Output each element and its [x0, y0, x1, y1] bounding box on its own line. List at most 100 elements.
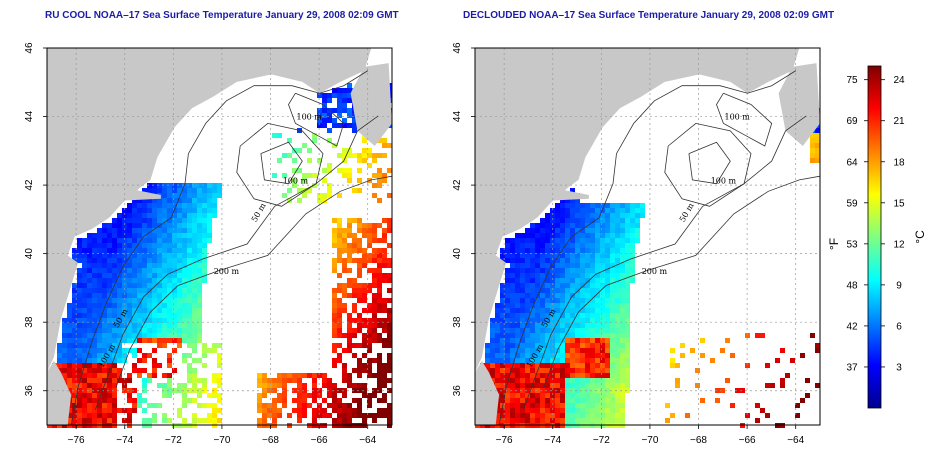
- sst-pixel: [137, 398, 142, 403]
- sst-pixel: [72, 368, 77, 373]
- sst-pixel: [147, 333, 152, 338]
- sst-pixel: [675, 378, 680, 383]
- sst-pixel: [575, 243, 580, 248]
- sst-pixel: [515, 408, 520, 413]
- sst-pixel: [595, 293, 600, 298]
- sst-pixel: [387, 308, 392, 313]
- sst-pixel: [555, 338, 560, 343]
- sst-pixel: [107, 253, 112, 258]
- sst-pixel: [510, 378, 515, 383]
- sst-pixel: [570, 208, 575, 213]
- sst-pixel: [635, 233, 640, 238]
- sst-pixel: [322, 93, 327, 98]
- sst-pixel: [590, 238, 595, 243]
- sst-pixel: [605, 233, 610, 238]
- sst-pixel: [565, 233, 570, 238]
- sst-pixel: [147, 403, 152, 408]
- sst-pixel: [620, 373, 625, 378]
- sst-pixel: [530, 228, 535, 233]
- sst-pixel: [600, 358, 605, 363]
- sst-pixel: [565, 403, 570, 408]
- sst-pixel: [137, 278, 142, 283]
- sst-pixel: [157, 213, 162, 218]
- sst-pixel: [342, 248, 347, 253]
- sst-pixel: [590, 293, 595, 298]
- sst-pixel: [187, 363, 192, 368]
- sst-pixel: [382, 298, 387, 303]
- sst-pixel: [142, 368, 147, 373]
- sst-pixel: [332, 108, 337, 113]
- sst-pixel: [625, 383, 630, 388]
- sst-pixel: [600, 413, 605, 418]
- sst-pixel: [367, 253, 372, 258]
- sst-pixel: [77, 253, 82, 258]
- sst-pixel: [97, 333, 102, 338]
- sst-pixel: [600, 278, 605, 283]
- sst-pixel: [182, 228, 187, 233]
- sst-pixel: [112, 398, 117, 403]
- sst-pixel: [207, 193, 212, 198]
- sst-pixel: [520, 398, 525, 403]
- sst-pixel: [272, 133, 277, 138]
- sst-pixel: [157, 218, 162, 223]
- sst-pixel: [77, 338, 82, 343]
- sst-pixel: [550, 308, 555, 313]
- sst-pixel: [535, 413, 540, 418]
- sst-pixel: [152, 253, 157, 258]
- depth-contour: [115, 175, 393, 388]
- sst-pixel: [495, 358, 500, 363]
- sst-pixel: [585, 388, 590, 393]
- sst-pixel: [367, 358, 372, 363]
- sst-pixel: [495, 378, 500, 383]
- sst-pixel: [580, 378, 585, 383]
- sst-pixel: [272, 413, 277, 418]
- sst-pixel: [117, 228, 122, 233]
- sst-pixel: [540, 278, 545, 283]
- sst-pixel: [565, 313, 570, 318]
- sst-pixel: [362, 363, 367, 368]
- sst-pixel: [580, 303, 585, 308]
- sst-pixel: [615, 238, 620, 243]
- sst-pixel: [62, 318, 67, 323]
- sst-pixel: [157, 383, 162, 388]
- sst-pixel: [157, 253, 162, 258]
- sst-pixel: [555, 248, 560, 253]
- sst-pixel: [630, 223, 635, 228]
- sst-pixel: [610, 403, 615, 408]
- sst-pixel: [152, 183, 157, 188]
- sst-pixel: [332, 318, 337, 323]
- sst-pixel: [585, 408, 590, 413]
- sst-pixel: [347, 148, 352, 153]
- sst-pixel: [197, 378, 202, 383]
- sst-pixel: [605, 403, 610, 408]
- sst-pixel: [382, 143, 387, 148]
- sst-pixel: [620, 343, 625, 348]
- sst-pixel: [337, 303, 342, 308]
- sst-pixel: [495, 333, 500, 338]
- sst-pixel: [600, 318, 605, 323]
- sst-pixel: [57, 358, 62, 363]
- sst-pixel: [560, 198, 565, 203]
- sst-pixel: [132, 328, 137, 333]
- sst-pixel: [505, 413, 510, 418]
- sst-pixel: [590, 368, 595, 373]
- sst-pixel: [182, 258, 187, 263]
- sst-pixel: [142, 378, 147, 383]
- sst-pixel: [540, 288, 545, 293]
- sst-pixel: [187, 183, 192, 188]
- sst-pixel: [182, 283, 187, 288]
- sst-pixel: [72, 383, 77, 388]
- sst-pixel: [112, 308, 117, 313]
- sst-pixel: [157, 203, 162, 208]
- sst-pixel: [815, 348, 820, 353]
- sst-pixel: [605, 253, 610, 258]
- sst-pixel: [372, 418, 377, 423]
- sst-pixel: [97, 253, 102, 258]
- sst-pixel: [530, 408, 535, 413]
- sst-pixel: [342, 88, 347, 93]
- sst-pixel: [67, 373, 72, 378]
- sst-pixel: [545, 243, 550, 248]
- sst-pixel: [520, 323, 525, 328]
- sst-pixel: [372, 248, 377, 253]
